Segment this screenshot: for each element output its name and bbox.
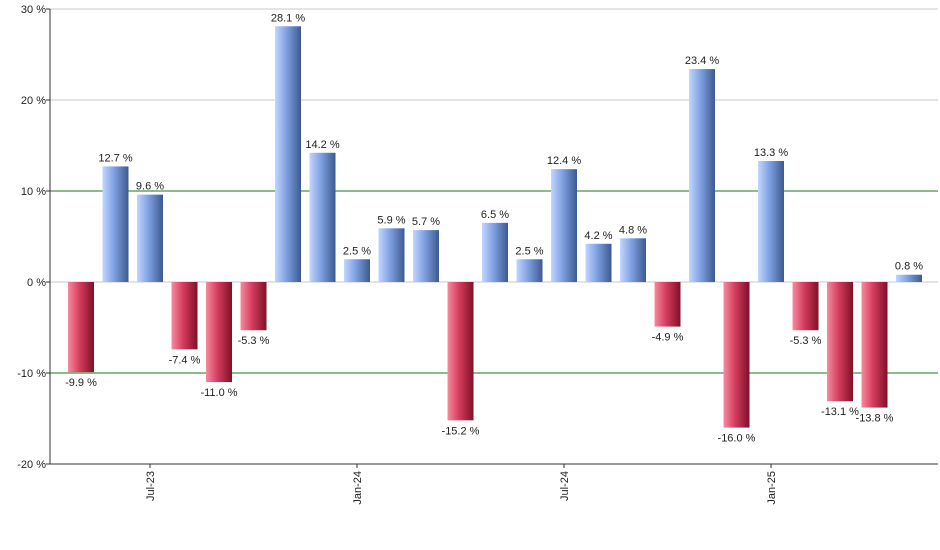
data-label: -9.9 % bbox=[65, 377, 97, 389]
x-tick-label: Jul-23 bbox=[145, 471, 157, 501]
labels-layer: -9.9 % 12.7 % 9.6 % -7.4 % -11.0 % -5.3 % 28.1… bbox=[65, 12, 923, 444]
bar-positive bbox=[309, 152, 336, 282]
bar-positive bbox=[137, 194, 163, 282]
bar-negative bbox=[861, 282, 888, 408]
x-tick-label: Jan-24 bbox=[352, 471, 364, 505]
bar-positive bbox=[482, 222, 508, 282]
data-label: 6.5 % bbox=[481, 209, 509, 221]
bar-negative bbox=[68, 282, 94, 373]
x-tick-label: Jul-24 bbox=[559, 471, 571, 501]
y-tick-label: 0 % bbox=[27, 277, 46, 289]
bar-positive bbox=[551, 169, 577, 282]
y-tick-label: -20 % bbox=[17, 459, 46, 471]
data-label: -13.1 % bbox=[821, 406, 859, 418]
data-label: 2.5 % bbox=[343, 245, 371, 257]
y-tick-label: 10 % bbox=[21, 186, 46, 198]
bar-negative bbox=[171, 282, 198, 350]
data-label: 13.3 % bbox=[754, 147, 788, 159]
data-label: 12.7 % bbox=[98, 152, 132, 164]
data-label: -15.2 % bbox=[442, 425, 480, 437]
bar-positive bbox=[102, 166, 129, 282]
bar-positive bbox=[344, 259, 370, 282]
bars-layer bbox=[68, 26, 922, 428]
y-tick-label: -10 % bbox=[17, 368, 46, 380]
data-label: 14.2 % bbox=[305, 139, 339, 151]
data-label: 5.9 % bbox=[377, 214, 405, 226]
bar-positive bbox=[585, 243, 612, 282]
data-label: 0.8 % bbox=[895, 261, 923, 273]
bar-negative bbox=[792, 282, 819, 331]
bar-negative bbox=[206, 282, 232, 383]
data-label: -11.0 % bbox=[200, 387, 237, 399]
bar-positive bbox=[689, 69, 715, 282]
data-label: 4.8 % bbox=[619, 224, 647, 236]
data-label: -7.4 % bbox=[169, 354, 201, 366]
data-label: -4.9 % bbox=[652, 332, 684, 344]
bar-negative bbox=[827, 282, 853, 402]
bar-positive bbox=[378, 228, 405, 282]
bar-negative bbox=[447, 282, 474, 421]
data-label: 23.4 % bbox=[685, 55, 719, 67]
bar-negative bbox=[240, 282, 267, 331]
bar-positive bbox=[620, 238, 646, 282]
data-label: 12.4 % bbox=[547, 155, 581, 167]
y-tick-label: 20 % bbox=[21, 95, 46, 107]
bar-negative bbox=[723, 282, 750, 428]
bar-positive bbox=[413, 230, 439, 282]
data-label: -16.0 % bbox=[718, 433, 756, 445]
bar-negative bbox=[654, 282, 681, 327]
bar-positive bbox=[758, 160, 784, 282]
data-label: -5.3 % bbox=[790, 335, 822, 347]
axis-layer: -20 % -10 % 0 % 10 % 20 % 30 % Jul-23 Jan-24 Jul… bbox=[17, 4, 938, 505]
data-label: 28.1 % bbox=[271, 12, 305, 24]
data-label: -5.3 % bbox=[238, 335, 270, 347]
bar-positive bbox=[516, 259, 543, 282]
bar-positive bbox=[275, 26, 301, 283]
data-label: -13.8 % bbox=[856, 413, 894, 425]
data-label: 5.7 % bbox=[412, 216, 440, 228]
y-tick-label: 30 % bbox=[21, 4, 46, 16]
data-label: 9.6 % bbox=[136, 181, 164, 193]
data-label: 2.5 % bbox=[515, 245, 543, 257]
data-label: 4.2 % bbox=[584, 230, 612, 242]
x-tick-label: Jan-25 bbox=[766, 471, 778, 505]
bar-positive bbox=[896, 274, 922, 282]
